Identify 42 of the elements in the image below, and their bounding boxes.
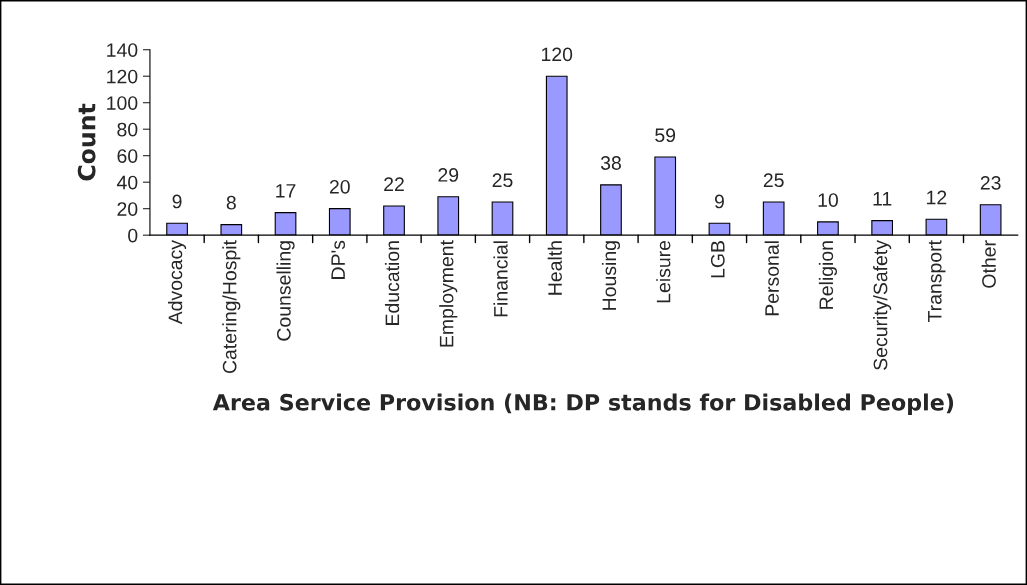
x-tick-label: Security/Safety (873, 240, 892, 370)
x-tick-label: Other (981, 240, 996, 288)
data-label: 59 (655, 128, 676, 143)
y-tick-label: 120 (107, 69, 138, 84)
data-label: 10 (818, 193, 838, 207)
x-tick-label: Catering/Hospit (222, 240, 241, 374)
y-tick-label: 100 (107, 96, 138, 110)
data-label: 29 (438, 168, 459, 182)
x-tick-label: Financial (493, 241, 508, 317)
x-tick-label: Transport (928, 240, 946, 323)
y-tick-label: 40 (116, 175, 138, 190)
data-label: 8 (226, 195, 236, 210)
data-label: 20 (329, 179, 350, 194)
x-tick-label: Health (547, 241, 562, 295)
x-tick-label: LGB (710, 241, 725, 278)
data-label: 12 (927, 190, 947, 205)
y-axis-title: Count (77, 103, 96, 181)
x-tick-label: Leisure (656, 240, 671, 303)
y-tick-label: 80 (117, 122, 138, 137)
x-tick-label: Religion (818, 241, 837, 309)
data-label: 38 (600, 156, 621, 170)
y-tick-label: 140 (107, 43, 138, 57)
y-tick-label: 0 (128, 228, 138, 243)
data-label: 120 (541, 47, 573, 62)
data-label: 23 (980, 175, 1001, 190)
x-tick-label: Counselling (276, 241, 295, 341)
data-label: 17 (276, 184, 296, 198)
x-tick-label: Employment (439, 240, 458, 347)
y-tick-label: 60 (117, 149, 138, 163)
data-label: 22 (384, 177, 404, 191)
data-label: 9 (172, 194, 182, 209)
x-tick-label: DP's (331, 240, 345, 279)
x-tick-label: Education (384, 241, 400, 325)
x-tick-label: Advocacy (168, 240, 187, 325)
y-tick-label: 20 (117, 202, 138, 216)
x-tick-label: Personal (764, 241, 779, 316)
data-label: 9 (714, 194, 724, 209)
data-label: 25 (763, 173, 784, 188)
data-label: 11 (873, 192, 892, 206)
data-label: 25 (492, 173, 513, 188)
x-axis-title: Area Service Provision (NB: DP stands for Disabled People) (212, 393, 954, 415)
x-tick-label: Housing (601, 241, 621, 310)
